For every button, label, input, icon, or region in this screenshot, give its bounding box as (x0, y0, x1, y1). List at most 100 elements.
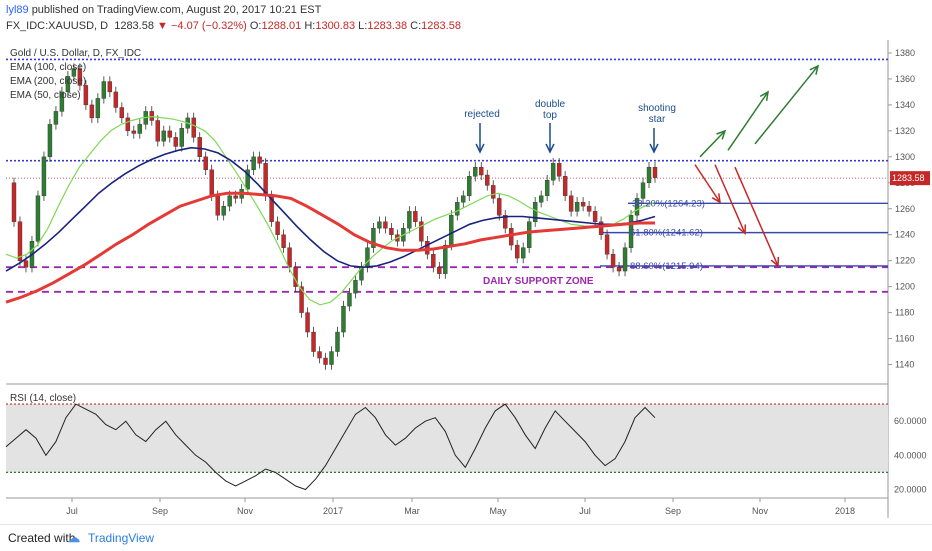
double-top-arrow-head (545, 143, 555, 154)
candle-down (610, 253, 616, 268)
annotation-rejected: rejected (464, 109, 500, 120)
candle-up (365, 247, 370, 268)
rsi-line (5, 403, 656, 491)
x-tick-label: Nov (237, 506, 254, 516)
annotation-star: star (649, 114, 666, 125)
rsi-tick-label: 60.0000 (894, 416, 927, 426)
open-value: 1288.01 (261, 20, 302, 32)
high-label: H: (304, 20, 316, 32)
candle-down (299, 286, 304, 313)
candle-down (119, 107, 125, 119)
candle-down (479, 167, 484, 176)
x-tick-label: Sep (665, 506, 681, 516)
candle-down (317, 351, 322, 359)
publisher-line: lyl89 published on TradingView.com, Augu… (6, 4, 321, 16)
projection-down-arrow-1 (694, 164, 721, 203)
x-tick-label: Jul (579, 506, 591, 516)
candle-down (389, 228, 394, 235)
candle-down (652, 167, 658, 178)
last-price: 1283.58 (114, 20, 154, 32)
projection-up-arrow-2-head (759, 90, 769, 101)
projection-down-arrow-3 (734, 166, 779, 267)
candle-up (137, 124, 142, 134)
x-tick-label: 2017 (323, 506, 343, 516)
candle-down (419, 221, 424, 242)
candle-up (622, 247, 628, 272)
candle-up (245, 169, 250, 190)
candle-down (497, 198, 502, 216)
candle-up (461, 195, 466, 203)
candle-up (341, 305, 346, 333)
candle-up (634, 198, 640, 216)
candle-down (77, 68, 83, 86)
publisher-name[interactable]: lyl89 (6, 4, 29, 16)
legend-entry: EMA (200, close) (10, 76, 86, 87)
candle-up (35, 195, 41, 242)
price-change: ▼ −4.07 (−0.32%) (157, 20, 247, 32)
projection-up-arrow-2 (727, 91, 769, 151)
candle-up (574, 202, 580, 212)
projection-up-arrow-3-head (809, 64, 820, 75)
candle-down (592, 211, 598, 222)
candle-down (89, 104, 95, 119)
candle-down (107, 81, 113, 93)
candle-up (550, 163, 556, 181)
candle-down (515, 244, 520, 259)
y-tick-label: 1140 (895, 360, 914, 370)
candle-down (604, 234, 610, 255)
candle-up (53, 111, 59, 125)
annotation-double: double (535, 99, 565, 110)
x-tick-label: May (489, 506, 507, 516)
candle-up (407, 211, 412, 229)
candle-down (173, 137, 178, 147)
fib-label-2: 61.80%(1241.62) (630, 228, 703, 239)
annotation-top: top (543, 110, 557, 121)
candle-down (215, 195, 220, 216)
candle-up (628, 215, 634, 248)
projection-down-arrow-3-head (770, 256, 780, 268)
candle-up (71, 68, 77, 77)
candle-down (83, 85, 89, 106)
price-badge-bg (890, 171, 930, 186)
candle-down (305, 312, 310, 333)
candle-up (646, 167, 652, 183)
y-tick-label: 1320 (895, 126, 915, 136)
tradingview-brand[interactable]: TradingView (88, 531, 155, 545)
y-tick-label: 1180 (895, 308, 914, 318)
y-tick-label: 1300 (895, 152, 915, 162)
candle-up (521, 247, 526, 259)
symbol-line: FX_IDC:XAUUSD, D 1283.58 ▼ −4.07 (−0.32%… (6, 20, 461, 32)
open-label: O: (249, 20, 262, 32)
candle-up (221, 205, 226, 216)
projection-up-arrow-1 (699, 130, 726, 158)
candle-up (467, 176, 472, 196)
x-tick-label: Jul (66, 506, 78, 516)
low-label: L: (358, 20, 368, 32)
ema-100-line (5, 146, 656, 272)
candle-down (425, 241, 430, 255)
candle-up (532, 202, 538, 222)
symbol-name: FX_IDC:XAUUSD, D (6, 20, 109, 32)
candle-down (503, 215, 508, 229)
close-value: 1283.58 (421, 20, 461, 32)
candle-up (473, 167, 478, 177)
candle-down (413, 211, 418, 222)
candle-down (155, 120, 160, 142)
price-chart[interactable]: 1140116011801200122012401260128013001320… (0, 0, 932, 524)
ema-50-line (5, 115, 656, 306)
candle-up (538, 195, 544, 203)
candle-up (443, 244, 448, 274)
candle-down (287, 247, 292, 268)
candle-up (65, 76, 71, 93)
candle-down (191, 117, 196, 138)
candle-down (586, 205, 592, 212)
candle-down (556, 163, 562, 177)
candle-down (113, 91, 119, 108)
candle-down (311, 331, 316, 352)
candle-up (449, 215, 454, 246)
projection-up-arrow-1-head (716, 129, 727, 140)
candle-down (167, 130, 172, 138)
candle-down (580, 202, 586, 207)
low-value: 1283.38 (367, 20, 408, 32)
y-tick-label: 1200 (895, 282, 915, 292)
